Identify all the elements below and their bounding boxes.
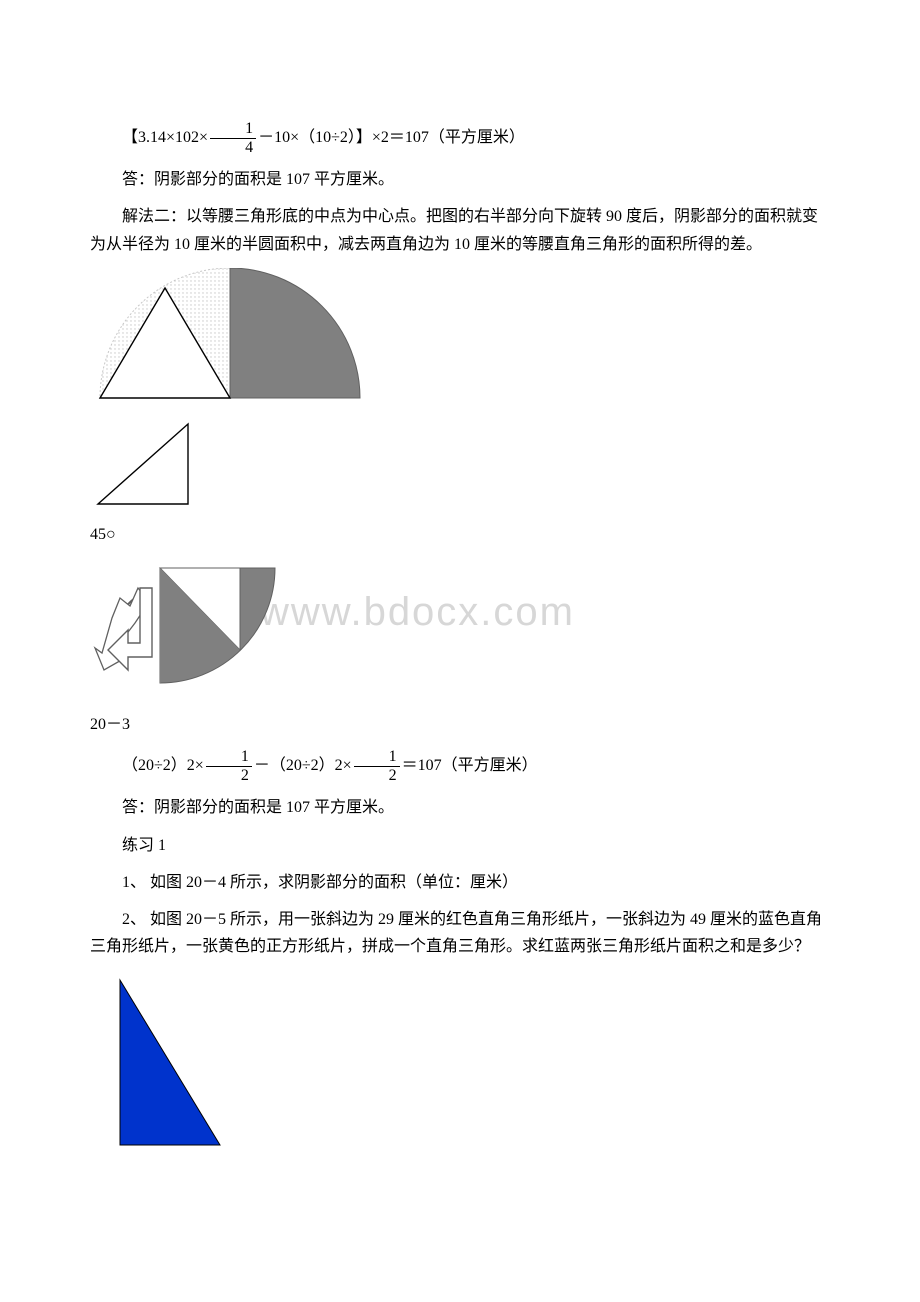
answer-2: 答：阴影部分的面积是 107 平方厘米。 bbox=[90, 794, 830, 821]
figure-blue-triangle bbox=[90, 970, 830, 1150]
formula-1: 【3.14×102×14－10×（10÷2）】×2＝107（平方厘米） bbox=[90, 120, 830, 156]
formula2-post: ＝107（平方厘米） bbox=[402, 757, 538, 774]
figure-rotated-quarter-arrow: www.bdocx.com bbox=[90, 558, 830, 693]
formula-2: （20÷2）2×12－（20÷2）2×12＝107（平方厘米） bbox=[90, 748, 830, 784]
question-2: 2、 如图 20－5 所示，用一张斜边为 29 厘米的红色直角三角形纸片，一张斜… bbox=[90, 906, 830, 960]
formula2-mid: －（20÷2）2× bbox=[254, 757, 352, 774]
question-1: 1、 如图 20－4 所示，求阴影部分的面积（单位：厘米） bbox=[90, 869, 830, 896]
formula2-frac2: 12 bbox=[354, 748, 400, 784]
figure-semicircle-with-triangle bbox=[90, 268, 830, 408]
formula1-pre: 【3.14×102× bbox=[122, 129, 208, 146]
page-ref-20-3: 20－3 bbox=[90, 711, 830, 738]
formula2-frac1: 12 bbox=[206, 748, 252, 784]
method2-text: 解法二：以等腰三角形底的中点为中心点。把图的右半部分向下旋转 90 度后，阴影部… bbox=[90, 203, 830, 257]
formula2-pre: （20÷2）2× bbox=[122, 757, 204, 774]
formula1-frac: 14 bbox=[210, 120, 256, 156]
answer-1: 答：阴影部分的面积是 107 平方厘米。 bbox=[90, 166, 830, 193]
label-45: 45○ bbox=[90, 521, 830, 548]
figure-right-triangle-outline bbox=[90, 416, 830, 511]
practice-heading: 练习 1 bbox=[90, 832, 830, 859]
formula1-post: －10×（10÷2）】×2＝107（平方厘米） bbox=[258, 129, 525, 146]
